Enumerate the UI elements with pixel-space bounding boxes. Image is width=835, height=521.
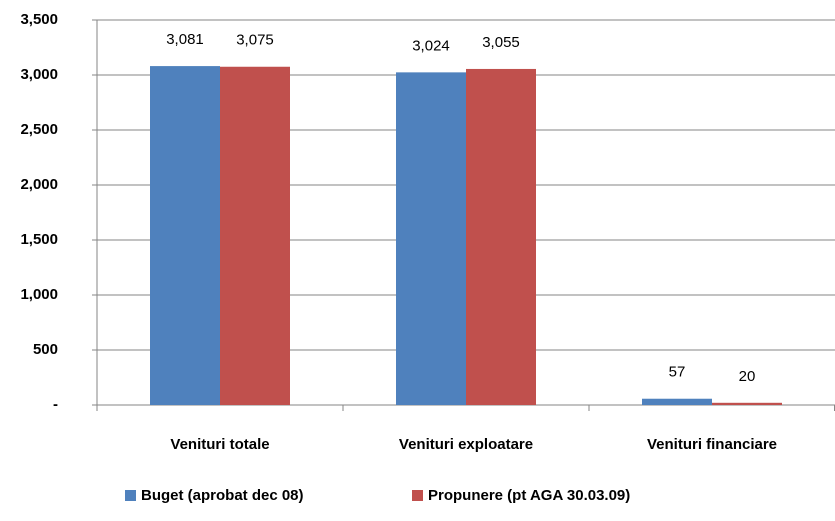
bar [466,68,536,405]
legend-label: Buget (aprobat dec 08) [141,487,304,504]
bar [642,398,712,405]
x-tick-label: Venituri financiare [647,436,777,453]
legend-label: Propunere (pt AGA 30.03.09) [428,487,630,504]
value-label: 57 [669,364,686,381]
value-label: 20 [739,368,756,385]
value-label: 3,024 [412,37,450,54]
bar [150,66,220,405]
x-tick-label: Venituri totale [170,436,269,453]
value-label: 3,055 [482,34,520,51]
y-tick-label: 3,000 [20,66,58,83]
bar [712,402,782,405]
y-tick-label: 2,500 [20,121,58,138]
y-tick-label: 500 [33,341,58,358]
bar [396,72,466,406]
legend-swatch [125,490,136,501]
y-tick-label: 3,500 [20,11,58,28]
y-tick-label: 2,000 [20,176,58,193]
y-tick-label: 1,500 [20,231,58,248]
value-label: 3,081 [166,31,204,48]
bar [220,66,290,405]
x-tick-label: Venituri exploatare [399,436,533,453]
y-tick-label: - [53,396,58,413]
value-label: 3,075 [236,32,274,49]
y-tick-label: 1,000 [20,286,58,303]
legend-swatch [412,490,423,501]
